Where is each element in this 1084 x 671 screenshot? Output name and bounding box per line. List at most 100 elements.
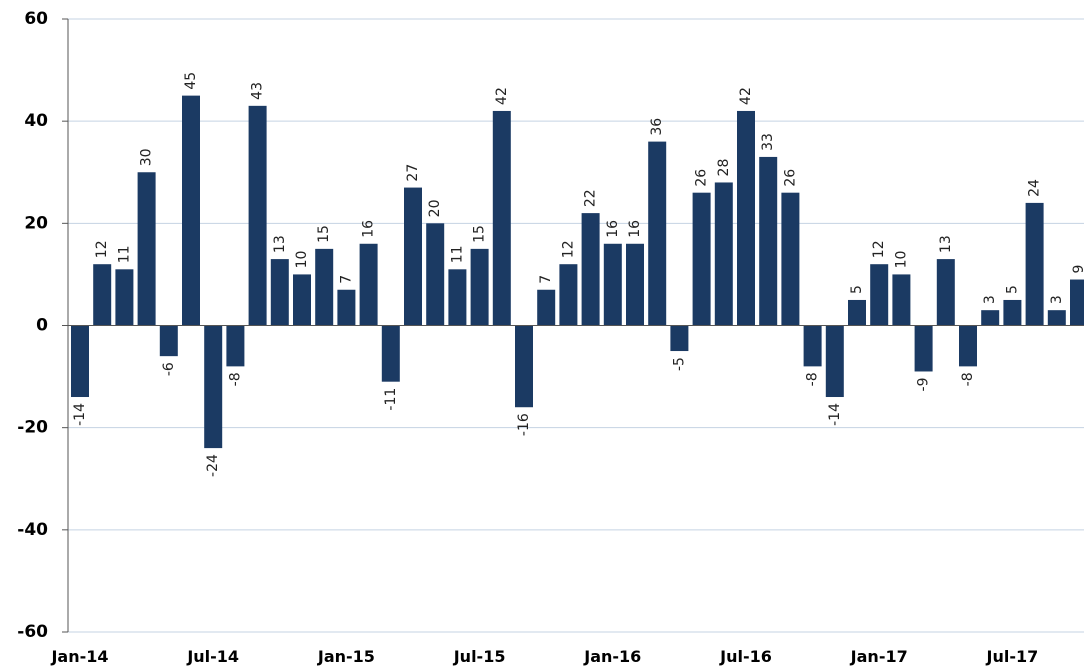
value-label: -24 xyxy=(205,454,221,477)
bar xyxy=(182,95,200,326)
value-label: 22 xyxy=(583,189,599,207)
value-label: 15 xyxy=(316,225,332,243)
value-label: 11 xyxy=(116,245,132,263)
bar xyxy=(426,223,445,326)
x-tick-label: Jul-16 xyxy=(719,647,772,666)
value-label: 36 xyxy=(649,118,665,136)
value-label: -9 xyxy=(916,377,932,391)
bar xyxy=(115,269,134,326)
value-label: -8 xyxy=(805,372,821,386)
x-tick-label: Jul-14 xyxy=(186,647,239,666)
bar xyxy=(1070,279,1084,326)
bar xyxy=(714,182,733,326)
value-label: 16 xyxy=(627,220,643,238)
value-label: 15 xyxy=(472,225,488,243)
y-tick-label: -40 xyxy=(17,520,48,540)
bar xyxy=(404,187,422,326)
bar xyxy=(248,105,267,326)
value-label: -8 xyxy=(960,372,976,386)
value-label: -5 xyxy=(671,357,687,371)
bar xyxy=(515,325,533,408)
value-label: 27 xyxy=(405,164,421,182)
x-tick-label: Jul-17 xyxy=(986,647,1039,666)
x-tick-label: Jan-14 xyxy=(50,647,108,666)
bar xyxy=(159,325,178,357)
value-label: 12 xyxy=(560,240,576,258)
value-label: 12 xyxy=(871,240,887,258)
bar xyxy=(293,274,311,326)
value-label: 28 xyxy=(716,159,732,177)
bar xyxy=(1047,310,1066,326)
bar xyxy=(93,264,112,326)
bar xyxy=(559,264,578,326)
bar xyxy=(337,289,356,326)
y-tick-label: 20 xyxy=(24,213,48,233)
bar xyxy=(381,325,400,382)
bar xyxy=(537,289,556,326)
bar xyxy=(603,243,622,326)
y-tick-label: -20 xyxy=(17,418,48,438)
value-label: -14 xyxy=(827,403,843,426)
value-label: 3 xyxy=(1049,295,1065,304)
value-label: 42 xyxy=(738,87,754,105)
value-label: 16 xyxy=(605,220,621,238)
bar xyxy=(914,325,933,372)
bar xyxy=(315,248,334,326)
x-tick-label: Jan-16 xyxy=(583,647,641,666)
bar xyxy=(270,259,289,326)
bar xyxy=(759,156,778,326)
bar xyxy=(981,310,1000,326)
value-label: 5 xyxy=(1004,285,1020,294)
value-label: -8 xyxy=(227,372,243,386)
bar xyxy=(1025,202,1044,326)
value-label: 20 xyxy=(427,200,443,218)
y-tick-label: -60 xyxy=(17,622,48,642)
bar xyxy=(692,192,711,326)
bar xyxy=(936,259,955,326)
value-label: 43 xyxy=(250,82,266,100)
value-label: 13 xyxy=(272,235,288,253)
y-tick-label: 60 xyxy=(24,9,48,29)
value-label: 11 xyxy=(449,245,465,263)
bar xyxy=(470,248,489,326)
value-label: 16 xyxy=(361,220,377,238)
value-label: 10 xyxy=(294,251,310,269)
x-tick-label: Jan-17 xyxy=(850,647,908,666)
bar xyxy=(359,243,378,326)
x-tick-label: Jan-15 xyxy=(317,647,375,666)
bar xyxy=(892,274,911,326)
value-label: 24 xyxy=(1027,179,1043,197)
value-label: 7 xyxy=(338,275,354,284)
value-label: 9 xyxy=(1071,265,1084,274)
bar xyxy=(670,325,689,352)
value-label: 30 xyxy=(139,148,155,166)
value-label: 5 xyxy=(849,285,865,294)
bar xyxy=(1003,299,1022,326)
value-label: 26 xyxy=(782,169,798,187)
value-label: 33 xyxy=(760,133,776,151)
bar xyxy=(71,325,89,398)
value-label: 7 xyxy=(538,275,554,284)
bar xyxy=(803,325,822,367)
bar xyxy=(492,110,511,326)
value-label: 42 xyxy=(494,87,510,105)
bar xyxy=(848,299,866,326)
value-label: -16 xyxy=(516,413,532,436)
bar xyxy=(781,192,800,326)
bar xyxy=(204,325,223,449)
value-label: -6 xyxy=(161,362,177,376)
value-label: 45 xyxy=(183,72,199,90)
bar xyxy=(959,325,977,367)
y-tick-label: 40 xyxy=(24,111,48,131)
bar xyxy=(581,213,600,326)
value-label: 10 xyxy=(893,251,909,269)
y-tick-label: 0 xyxy=(36,316,48,336)
bar xyxy=(737,110,755,326)
bar xyxy=(137,172,156,326)
bar xyxy=(226,325,245,367)
bar xyxy=(825,325,844,398)
bar xyxy=(648,141,667,326)
value-label: 3 xyxy=(982,295,998,304)
value-label: 12 xyxy=(94,240,110,258)
